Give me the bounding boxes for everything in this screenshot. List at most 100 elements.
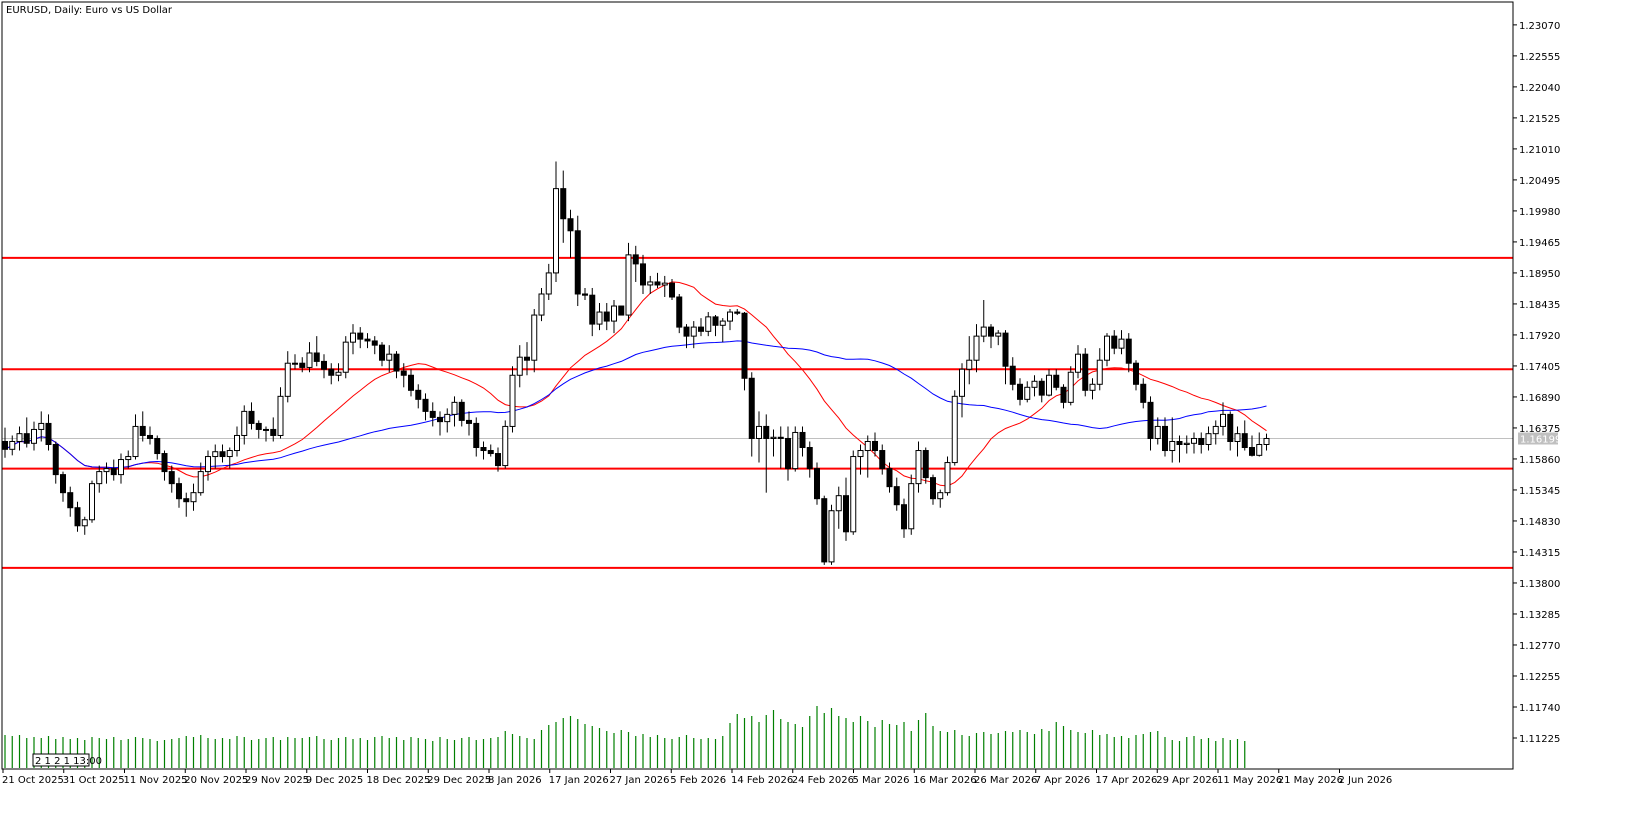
candle[interactable]: [698, 318, 704, 337]
candle[interactable]: [647, 275, 654, 294]
candle[interactable]: [1169, 417, 1176, 463]
candle[interactable]: [937, 489, 944, 508]
candle[interactable]: [31, 421, 37, 451]
candle[interactable]: [669, 278, 675, 301]
candle[interactable]: [1075, 345, 1081, 379]
candle[interactable]: [502, 420, 509, 469]
candle[interactable]: [1111, 330, 1118, 355]
candle[interactable]: [886, 462, 893, 493]
candle[interactable]: [350, 324, 356, 355]
candle[interactable]: [1162, 417, 1168, 457]
candle[interactable]: [1198, 432, 1205, 454]
candle[interactable]: [864, 435, 871, 478]
candle[interactable]: [386, 345, 393, 373]
candle[interactable]: [263, 426, 269, 442]
candle[interactable]: [379, 342, 385, 367]
candle[interactable]: [922, 447, 929, 484]
candle[interactable]: [1089, 378, 1096, 400]
candle[interactable]: [103, 462, 110, 484]
candle[interactable]: [806, 441, 813, 478]
candle[interactable]: [1017, 378, 1023, 406]
candle[interactable]: [901, 498, 907, 538]
candle[interactable]: [292, 354, 298, 370]
candle[interactable]: [16, 426, 23, 451]
candle[interactable]: [944, 456, 951, 496]
candle[interactable]: [596, 303, 603, 331]
candle[interactable]: [125, 450, 132, 469]
candle[interactable]: [1133, 360, 1139, 391]
candle[interactable]: [799, 426, 806, 457]
candle[interactable]: [683, 324, 690, 349]
candle[interactable]: [712, 315, 719, 337]
candle[interactable]: [785, 426, 791, 481]
candle[interactable]: [357, 327, 364, 349]
candle[interactable]: [1256, 432, 1263, 457]
candle[interactable]: [96, 465, 103, 493]
candle[interactable]: [980, 300, 987, 343]
candle[interactable]: [118, 453, 124, 484]
candle[interactable]: [1249, 435, 1255, 457]
candle[interactable]: [1176, 435, 1183, 463]
candle[interactable]: [1212, 420, 1219, 445]
candle[interactable]: [306, 342, 313, 373]
candle[interactable]: [777, 426, 784, 469]
candle[interactable]: [524, 342, 530, 376]
candle[interactable]: [930, 474, 936, 505]
candle[interactable]: [1220, 402, 1226, 436]
candle[interactable]: [951, 390, 958, 466]
candle[interactable]: [988, 324, 994, 349]
candle[interactable]: [451, 396, 458, 427]
candle[interactable]: [959, 363, 965, 418]
candle[interactable]: [212, 444, 219, 469]
candle[interactable]: [1241, 420, 1248, 451]
candle[interactable]: [654, 272, 661, 288]
candle[interactable]: [197, 462, 204, 496]
candle[interactable]: [1205, 426, 1212, 451]
candle[interactable]: [444, 408, 451, 433]
candle[interactable]: [1096, 348, 1103, 391]
candle[interactable]: [538, 287, 545, 322]
candle[interactable]: [270, 417, 277, 442]
candle[interactable]: [705, 312, 712, 337]
candle[interactable]: [9, 435, 16, 456]
candle[interactable]: [52, 441, 59, 484]
candle[interactable]: [574, 215, 581, 307]
candle[interactable]: [139, 411, 146, 442]
candle[interactable]: [466, 411, 472, 436]
candle[interactable]: [850, 450, 857, 535]
candle[interactable]: [299, 357, 306, 373]
candle[interactable]: [567, 209, 574, 258]
candle[interactable]: [516, 345, 523, 388]
candle[interactable]: [176, 477, 182, 508]
candle[interactable]: [1082, 348, 1089, 397]
candle[interactable]: [60, 471, 66, 502]
candle[interactable]: [625, 242, 632, 322]
candle[interactable]: [110, 459, 117, 481]
candle[interactable]: [582, 287, 588, 301]
candle[interactable]: [676, 293, 683, 334]
candle[interactable]: [1227, 411, 1234, 451]
candle[interactable]: [313, 336, 320, 367]
candle[interactable]: [67, 486, 74, 517]
candle[interactable]: [835, 486, 842, 529]
candle[interactable]: [45, 414, 52, 451]
candle[interactable]: [741, 312, 748, 391]
candle[interactable]: [1046, 369, 1052, 397]
candle[interactable]: [364, 333, 371, 349]
candle[interactable]: [690, 321, 697, 349]
candle[interactable]: [603, 303, 610, 331]
candle[interactable]: [1191, 432, 1197, 454]
candle[interactable]: [1067, 366, 1074, 406]
candle[interactable]: [1183, 435, 1190, 454]
candle[interactable]: [422, 393, 429, 421]
candle[interactable]: [560, 170, 567, 243]
candle[interactable]: [792, 426, 799, 472]
candle[interactable]: [1147, 396, 1154, 451]
candle[interactable]: [371, 336, 378, 355]
candle[interactable]: [611, 300, 617, 334]
candle[interactable]: [234, 426, 240, 457]
candle[interactable]: [727, 309, 733, 331]
candle[interactable]: [38, 411, 45, 442]
candle[interactable]: [321, 354, 327, 379]
